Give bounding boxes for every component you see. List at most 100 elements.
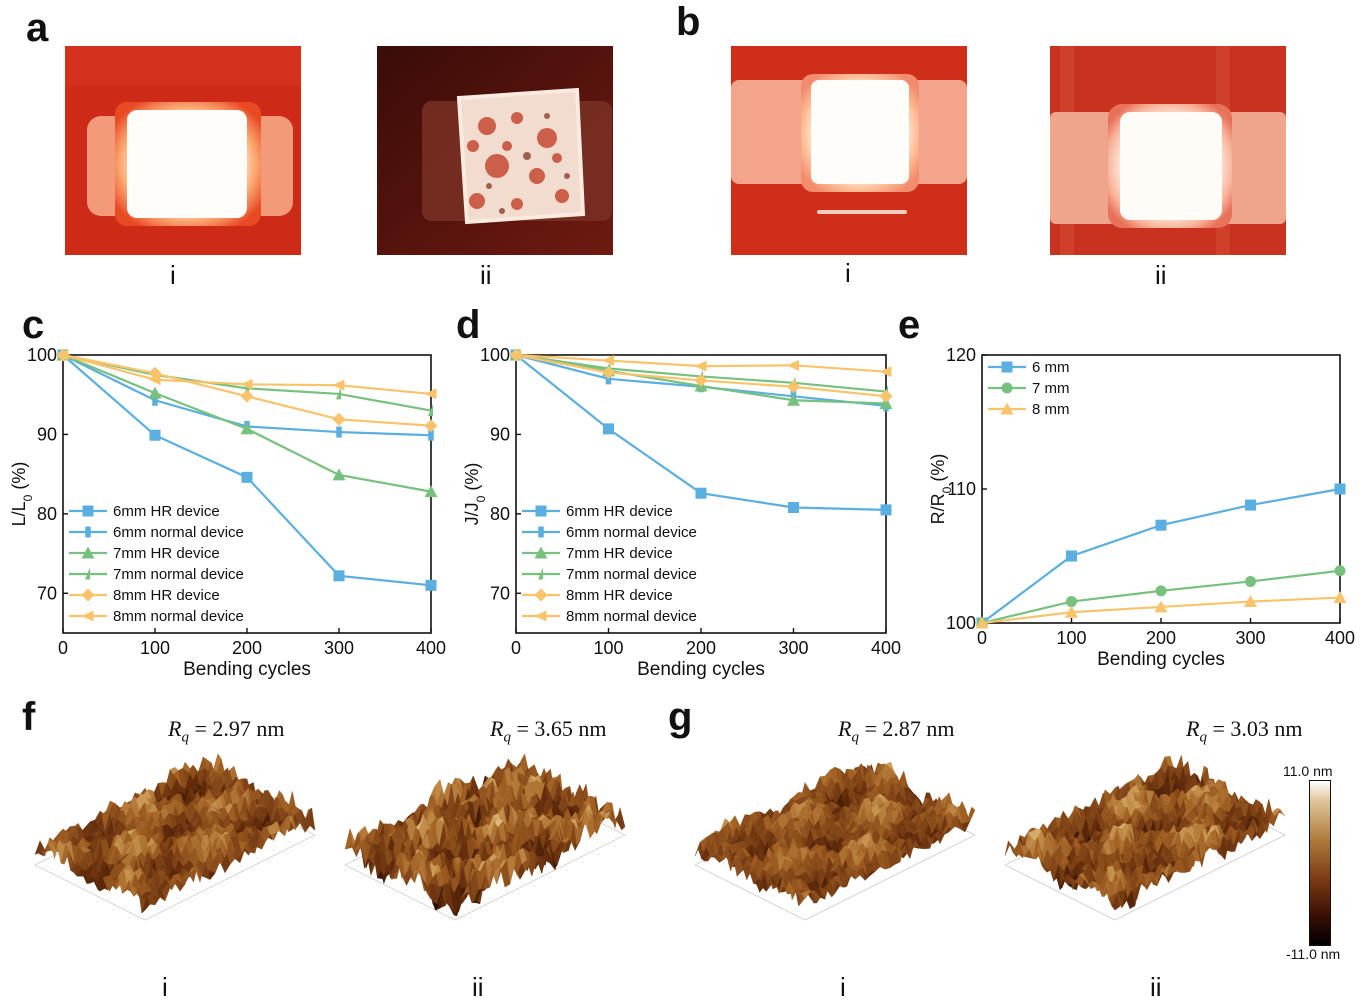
rq-subscript: q [503, 729, 511, 746]
label-g-ii: ii [1150, 972, 1162, 1002]
rq-f-ii: Rq = 3.65 nm [490, 718, 607, 745]
data-point [879, 389, 893, 403]
y-tick-label: 70 [490, 583, 510, 603]
legend-marker [538, 567, 543, 580]
legend-marker [81, 610, 94, 622]
rq-subscript: q [1199, 729, 1207, 746]
x-axis-label: Bending cycles [1097, 649, 1225, 670]
data-point [336, 426, 342, 438]
rq-subscript: q [851, 729, 859, 746]
x-tick-label: 200 [1146, 628, 1176, 648]
data-point [509, 349, 522, 361]
rq-value: 2.97 nm [212, 716, 285, 741]
y-tick-label: 70 [37, 583, 57, 603]
x-tick-label: 0 [977, 628, 987, 648]
data-point [787, 393, 800, 406]
data-point [336, 387, 341, 400]
x-tick-label: 300 [1235, 628, 1265, 648]
rq-value: 3.65 nm [534, 716, 607, 741]
chart-d: 0 100 200 300 400 70 80 90 100 Bending cycles J/J0… [462, 345, 901, 680]
rq-g-i: Rq = 2.87 nm [838, 718, 955, 745]
panel-letter-e: e [898, 303, 921, 347]
panel-letter-f: f [22, 695, 36, 739]
data-point [1154, 600, 1168, 613]
legend-marker [82, 505, 94, 517]
y-tick-label: 100 [27, 345, 57, 365]
photo-a-ii [377, 46, 613, 255]
photo-b-ii [1050, 46, 1286, 255]
y-tick-label: 100 [480, 345, 510, 365]
data-point [694, 360, 707, 372]
data-point [1334, 565, 1346, 577]
y-axis-label: R/R0 (%) [928, 454, 954, 525]
data-point [152, 394, 158, 406]
colorbar-max-label: 11.0 nm [1283, 763, 1333, 779]
data-point [788, 502, 799, 514]
rq-f-i: Rq = 2.97 nm [168, 718, 285, 745]
data-point [241, 471, 253, 483]
data-point [148, 374, 161, 386]
data-point [1066, 550, 1077, 562]
panel-letter-d: d [456, 303, 481, 347]
panel-letter-a: a [26, 6, 49, 50]
afm-image-g-i [694, 761, 976, 921]
rq-equals: = [188, 716, 213, 741]
panel-letter-c: c [22, 303, 45, 347]
legend-label: 7mm HR device [113, 545, 220, 562]
legend-marker [534, 610, 547, 622]
data-point [879, 366, 892, 378]
x-tick-label: 100 [1056, 628, 1086, 648]
photo-b-i [731, 46, 967, 255]
data-point [240, 422, 254, 435]
data-point [1155, 519, 1167, 531]
afm-image-g-ii [1004, 754, 1286, 921]
data-point [787, 359, 799, 371]
data-point [1245, 575, 1256, 587]
legend-marker [81, 588, 95, 602]
data-point [424, 419, 438, 433]
label-a-ii: ii [480, 260, 492, 290]
x-tick-label: 300 [778, 638, 808, 658]
x-tick-label: 200 [232, 638, 262, 658]
data-point [332, 468, 346, 481]
legend-marker [1000, 402, 1014, 415]
y-tick-label: 90 [490, 424, 510, 444]
legend-label: 7 mm [1032, 380, 1070, 397]
y-tick-label: 120 [946, 345, 976, 365]
y-tick-label: 80 [490, 504, 510, 524]
rq-g-ii: Rq = 3.03 nm [1186, 718, 1303, 745]
data-point [694, 373, 708, 387]
x-tick-label: 300 [324, 638, 354, 658]
data-point [240, 389, 254, 403]
x-tick-label: 400 [416, 638, 446, 658]
data-point [56, 349, 69, 361]
rq-equals: = [858, 716, 883, 741]
y-axis-label: J/J0 (%) [462, 463, 488, 526]
x-axis-label: Bending cycles [637, 659, 765, 680]
data-point [149, 429, 161, 441]
legend-label: 6mm normal device [113, 524, 244, 541]
x-tick-label: 0 [58, 638, 68, 658]
afm-surface [1004, 754, 1286, 911]
data-point [975, 616, 989, 629]
label-f-i: i [162, 972, 168, 1002]
data-point [1333, 591, 1347, 604]
rq-symbol: R [168, 716, 182, 741]
photo-a-i [65, 46, 301, 255]
x-tick-label: 100 [140, 638, 170, 658]
y-tick-label: 110 [947, 479, 976, 499]
label-g-i: i [840, 972, 846, 1002]
rq-symbol: R [490, 716, 504, 741]
data-point [1244, 595, 1257, 608]
data-point [333, 570, 345, 582]
legend-marker [81, 546, 95, 559]
data-point [240, 378, 253, 390]
data-point [332, 379, 345, 391]
data-point [602, 365, 615, 379]
data-point [424, 388, 437, 400]
rq-equals: = [510, 716, 535, 741]
data-point [148, 386, 162, 399]
colorbar-min-label: -11.0 nm [1286, 946, 1341, 962]
legend-marker [85, 526, 91, 538]
